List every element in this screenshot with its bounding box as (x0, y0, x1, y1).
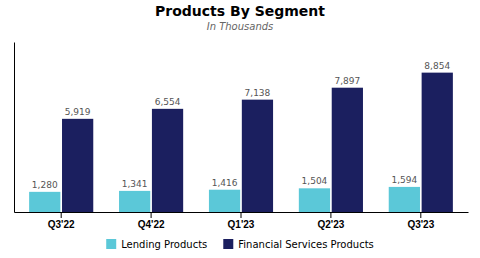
data-label: 8,854 (424, 61, 450, 71)
y-axis-line (14, 43, 15, 213)
chart: Products By Segment In Thousands Q3'22 Q4'2… (0, 0, 480, 258)
bar (242, 100, 273, 212)
x-tick-label: Q1'23 (228, 219, 255, 230)
subtitle: In Thousands (207, 21, 274, 32)
x-tick: Q4'22 (138, 212, 165, 230)
bar (332, 88, 363, 212)
x-tick: Q3'22 (48, 212, 75, 230)
plot: Q3'22 Q4'22 Q1'23 Q2'23 Q3'23 1,280 1,341 1,416… (15, 43, 469, 231)
x-tick: Q1'23 (228, 212, 255, 230)
data-label: 5,919 (65, 107, 91, 117)
data-label: 7,138 (245, 88, 271, 98)
data-label: 1,416 (212, 178, 238, 188)
x-tick: Q3'23 (407, 212, 434, 230)
bar (209, 190, 240, 212)
x-tick-mark (61, 212, 62, 218)
series-bars (62, 73, 453, 212)
x-tick-label: Q2'23 (317, 219, 344, 230)
legend-swatch (106, 239, 116, 249)
data-labels: 1,280 1,341 1,416 1,504 1,594 5,919 6,554 7,138… (32, 61, 451, 190)
legend-label: Lending Products (121, 239, 207, 250)
x-tick-mark (151, 212, 152, 218)
legend-swatch (223, 239, 233, 249)
legend-item: Lending Products (106, 239, 207, 250)
data-label: 1,280 (32, 180, 58, 190)
x-tick-label: Q3'22 (48, 219, 75, 230)
x-axis: Q3'22 Q4'22 Q1'23 Q2'23 Q3'23 (15, 212, 469, 230)
legend: Lending Products Financial Services Produ… (106, 239, 374, 250)
data-label: 6,554 (155, 97, 181, 107)
bar (422, 73, 453, 212)
bar (29, 192, 60, 212)
x-tick-label: Q4'22 (138, 219, 165, 230)
x-tick-mark (241, 212, 242, 218)
x-tick-mark (330, 212, 331, 218)
bar (119, 191, 150, 212)
bar (299, 188, 330, 212)
legend-item: Financial Services Products (223, 239, 374, 250)
bars (29, 73, 453, 212)
bar (62, 119, 93, 212)
x-tick: Q2'23 (317, 212, 344, 230)
x-tick-label: Q3'23 (407, 219, 434, 230)
x-tick-mark (420, 212, 421, 218)
title: Products By Segment (155, 3, 325, 19)
data-label: 1,341 (122, 179, 148, 189)
bar (389, 187, 420, 212)
data-label: 1,594 (391, 175, 417, 185)
legend-label: Financial Services Products (238, 239, 374, 250)
data-label: 7,897 (334, 76, 360, 86)
y-axis (14, 43, 15, 213)
data-label: 1,504 (302, 176, 328, 186)
bar (152, 109, 183, 212)
